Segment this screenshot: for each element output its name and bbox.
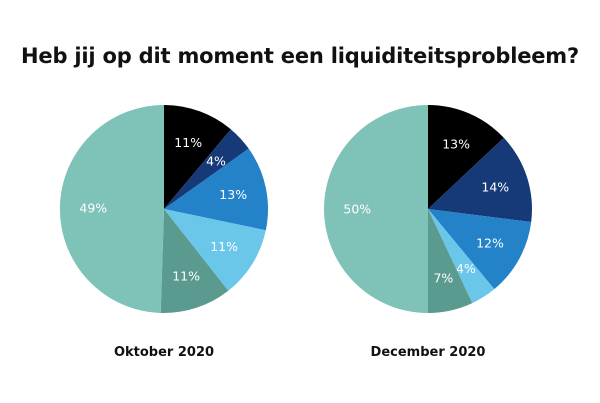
chart-title: Heb jij op dit moment een liquiditeitspr…: [21, 44, 579, 68]
slice-data-label: 13%: [219, 187, 247, 202]
slice-data-label: 11%: [174, 135, 202, 150]
pie-title: Oktober 2020: [114, 345, 214, 360]
pie-title: December 2020: [371, 345, 486, 360]
slice-data-label: 4%: [456, 261, 476, 276]
pie-slice: [164, 209, 266, 291]
slice-data-label: 13%: [442, 137, 470, 152]
pie-slice: [164, 148, 269, 231]
pie-slice: [160, 209, 229, 314]
slice-data-label: 14%: [481, 180, 509, 195]
slice-data-label: 11%: [172, 269, 200, 284]
pie-slice: [428, 209, 532, 290]
pie-slice: [59, 104, 164, 313]
slice-data-label: 50%: [343, 202, 371, 217]
pie-slice: [428, 137, 532, 223]
pie-slice: [428, 209, 473, 313]
slice-data-label: 4%: [206, 154, 226, 169]
slice-data-label: 12%: [476, 236, 504, 251]
pie-slice: [428, 105, 504, 209]
pie-slice: [324, 105, 428, 313]
slice-data-label: 11%: [210, 239, 238, 254]
pie-chart-1: 11% 4% 13% 11% 11% 49% Oktober 2020: [59, 104, 269, 360]
pie-slice: [164, 105, 231, 209]
slice-data-label: 7%: [433, 271, 453, 286]
pie-slice: [164, 129, 249, 209]
slice-data-label: 49%: [79, 200, 107, 215]
pie-slice: [428, 209, 495, 304]
pie-chart-2: 13% 14% 12%4%7% 50% December 2020: [324, 105, 532, 360]
